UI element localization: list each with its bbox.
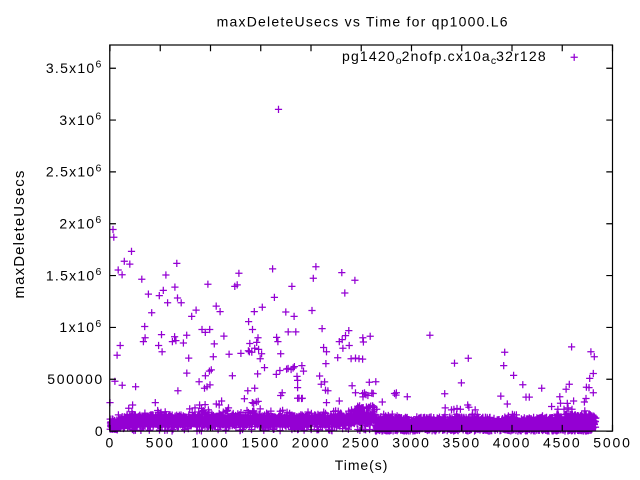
svg-text:2x106: 2x106 [59, 214, 101, 231]
svg-text:3x106: 3x106 [59, 111, 101, 128]
svg-text:Time(s): Time(s) [335, 457, 389, 473]
svg-text:4500: 4500 [543, 435, 582, 451]
svg-text:1x106: 1x106 [59, 318, 101, 335]
svg-text:500: 500 [146, 435, 175, 451]
svg-text:1.5x106: 1.5x106 [46, 266, 102, 283]
svg-text:maxDeleteUsecs: maxDeleteUsecs [11, 169, 28, 298]
svg-text:1500: 1500 [242, 435, 281, 451]
svg-text:3500: 3500 [443, 435, 482, 451]
svg-text:2.5x106: 2.5x106 [46, 162, 102, 179]
svg-text:3.5x106: 3.5x106 [46, 59, 102, 76]
svg-text:2000: 2000 [292, 435, 331, 451]
svg-text:500000: 500000 [47, 371, 104, 387]
svg-text:0: 0 [95, 423, 104, 439]
svg-text:0: 0 [106, 435, 115, 451]
svg-text:2500: 2500 [342, 435, 381, 451]
svg-text:1000: 1000 [191, 435, 230, 451]
svg-text:5000: 5000 [593, 435, 632, 451]
svg-text:maxDeleteUsecs vs Time for qp1: maxDeleteUsecs vs Time for qp1000.L6 [217, 13, 509, 29]
svg-text:4000: 4000 [493, 435, 532, 451]
svg-text:3000: 3000 [392, 435, 431, 451]
